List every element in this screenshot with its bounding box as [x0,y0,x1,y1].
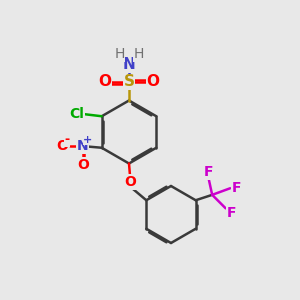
Text: +: + [83,135,92,145]
Text: O: O [146,74,160,89]
Text: F: F [232,181,242,195]
Text: Cl: Cl [69,107,84,121]
Text: O: O [98,74,112,89]
Text: N: N [123,57,135,72]
Text: O: O [124,175,136,189]
Text: N: N [77,139,88,153]
Text: O: O [56,139,68,153]
Text: S: S [124,74,134,89]
Text: H: H [134,47,144,61]
Text: F: F [204,165,213,179]
Text: H: H [114,47,124,61]
Text: O: O [77,158,89,172]
Text: F: F [227,206,236,220]
Text: -: - [65,133,70,146]
